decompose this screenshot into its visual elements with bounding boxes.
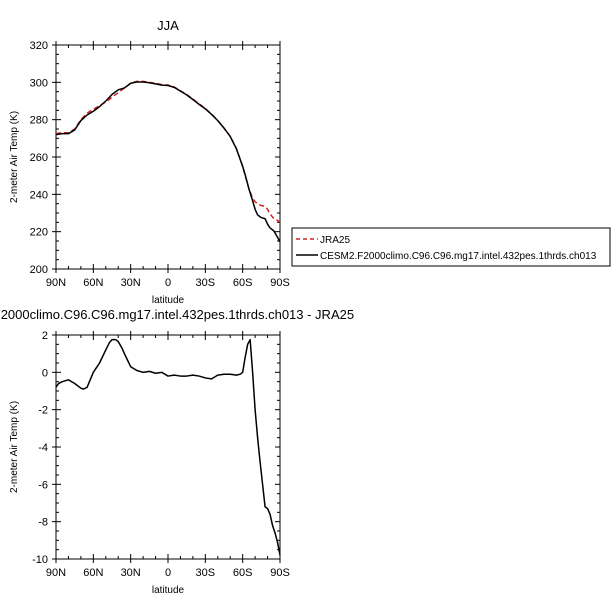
legend: JRA25 CESM2.F2000climo.C96.C96.mg17.inte… [291,227,611,267]
top-chart-title: JJA [157,18,179,33]
bottom-y-tick-label: -4 [38,442,48,454]
bottom-series-lines [55,338,281,556]
bottom-y-tick-label: 0 [42,367,48,379]
top-plot-frame [55,44,281,270]
bottom-x-tick-labels: 90N 60N 30N 0 30S 60S 90S [46,567,290,579]
bottom-y-tick-label: 2 [42,330,48,342]
bottom-x-tick-label: 90S [270,567,290,579]
bottom-x-tick-label: 90N [46,567,66,579]
top-y-tick-label: 220 [30,227,48,239]
top-x-tick-label: 30N [121,277,141,289]
bottom-panel: 2.F2000climo.C96.C96.mg17.intel.432pes.1… [0,307,354,596]
top-y-tick-label: 200 [30,264,48,276]
bottom-x-tick-label: 0 [165,567,171,579]
legend-box [291,227,611,267]
bottom-tick-marks [52,331,281,563]
bottom-y-tick-label: -8 [38,517,48,529]
top-panel: JJA 90N 60N 30N 0 30S 60S 90S 200 220 240 260 280 3… [9,18,611,306]
top-y-tick-label: 260 [30,152,48,164]
bottom-y-tick-labels: -10 -8 -6 -4 -2 0 2 [32,330,48,566]
top-x-tick-label: 0 [165,277,171,289]
bottom-x-tick-label: 30N [121,567,141,579]
top-x-tick-label: 30S [196,277,216,289]
top-x-tick-label: 60S [233,277,253,289]
bottom-x-tick-label: 60N [83,567,103,579]
top-y-tick-label: 240 [30,189,48,201]
top-x-tick-label: 90N [46,277,66,289]
bottom-series-line-0 [55,338,281,556]
top-y-tick-labels: 200 220 240 260 280 300 320 [30,40,48,276]
bottom-y-tick-label: -10 [32,554,48,566]
top-y-tick-label: 320 [30,40,48,52]
bottom-y-tick-label: -2 [38,405,48,417]
bottom-y-tick-label: -6 [38,479,48,491]
top-y-tick-label: 280 [30,115,48,127]
top-x-tick-labels: 90N 60N 30N 0 30S 60S 90S [46,277,290,289]
top-y-tick-label: 300 [30,77,48,89]
bottom-x-tick-label: 30S [196,567,216,579]
legend-label-cesm2: CESM2.F2000climo.C96.C96.mg17.intel.432p… [320,251,597,262]
top-x-axis-label: latitude [152,295,185,306]
top-series-lines [55,80,281,243]
bottom-chart-title: 2.F2000climo.C96.C96.mg17.intel.432pes.1… [0,307,354,322]
top-tick-marks [52,41,281,273]
top-x-tick-label: 90S [270,277,290,289]
top-series-line-1 [55,81,281,243]
top-x-tick-label: 60N [83,277,103,289]
legend-label-jra25: JRA25 [320,235,350,246]
bottom-x-axis-label: latitude [152,585,185,596]
bottom-y-axis-label: 2-meter Air Temp (K) [9,401,20,493]
bottom-plot-frame [55,334,281,560]
top-series-line-0 [55,80,281,223]
top-y-axis-label: 2-meter Air Temp (K) [9,111,20,203]
bottom-x-tick-label: 60S [233,567,253,579]
